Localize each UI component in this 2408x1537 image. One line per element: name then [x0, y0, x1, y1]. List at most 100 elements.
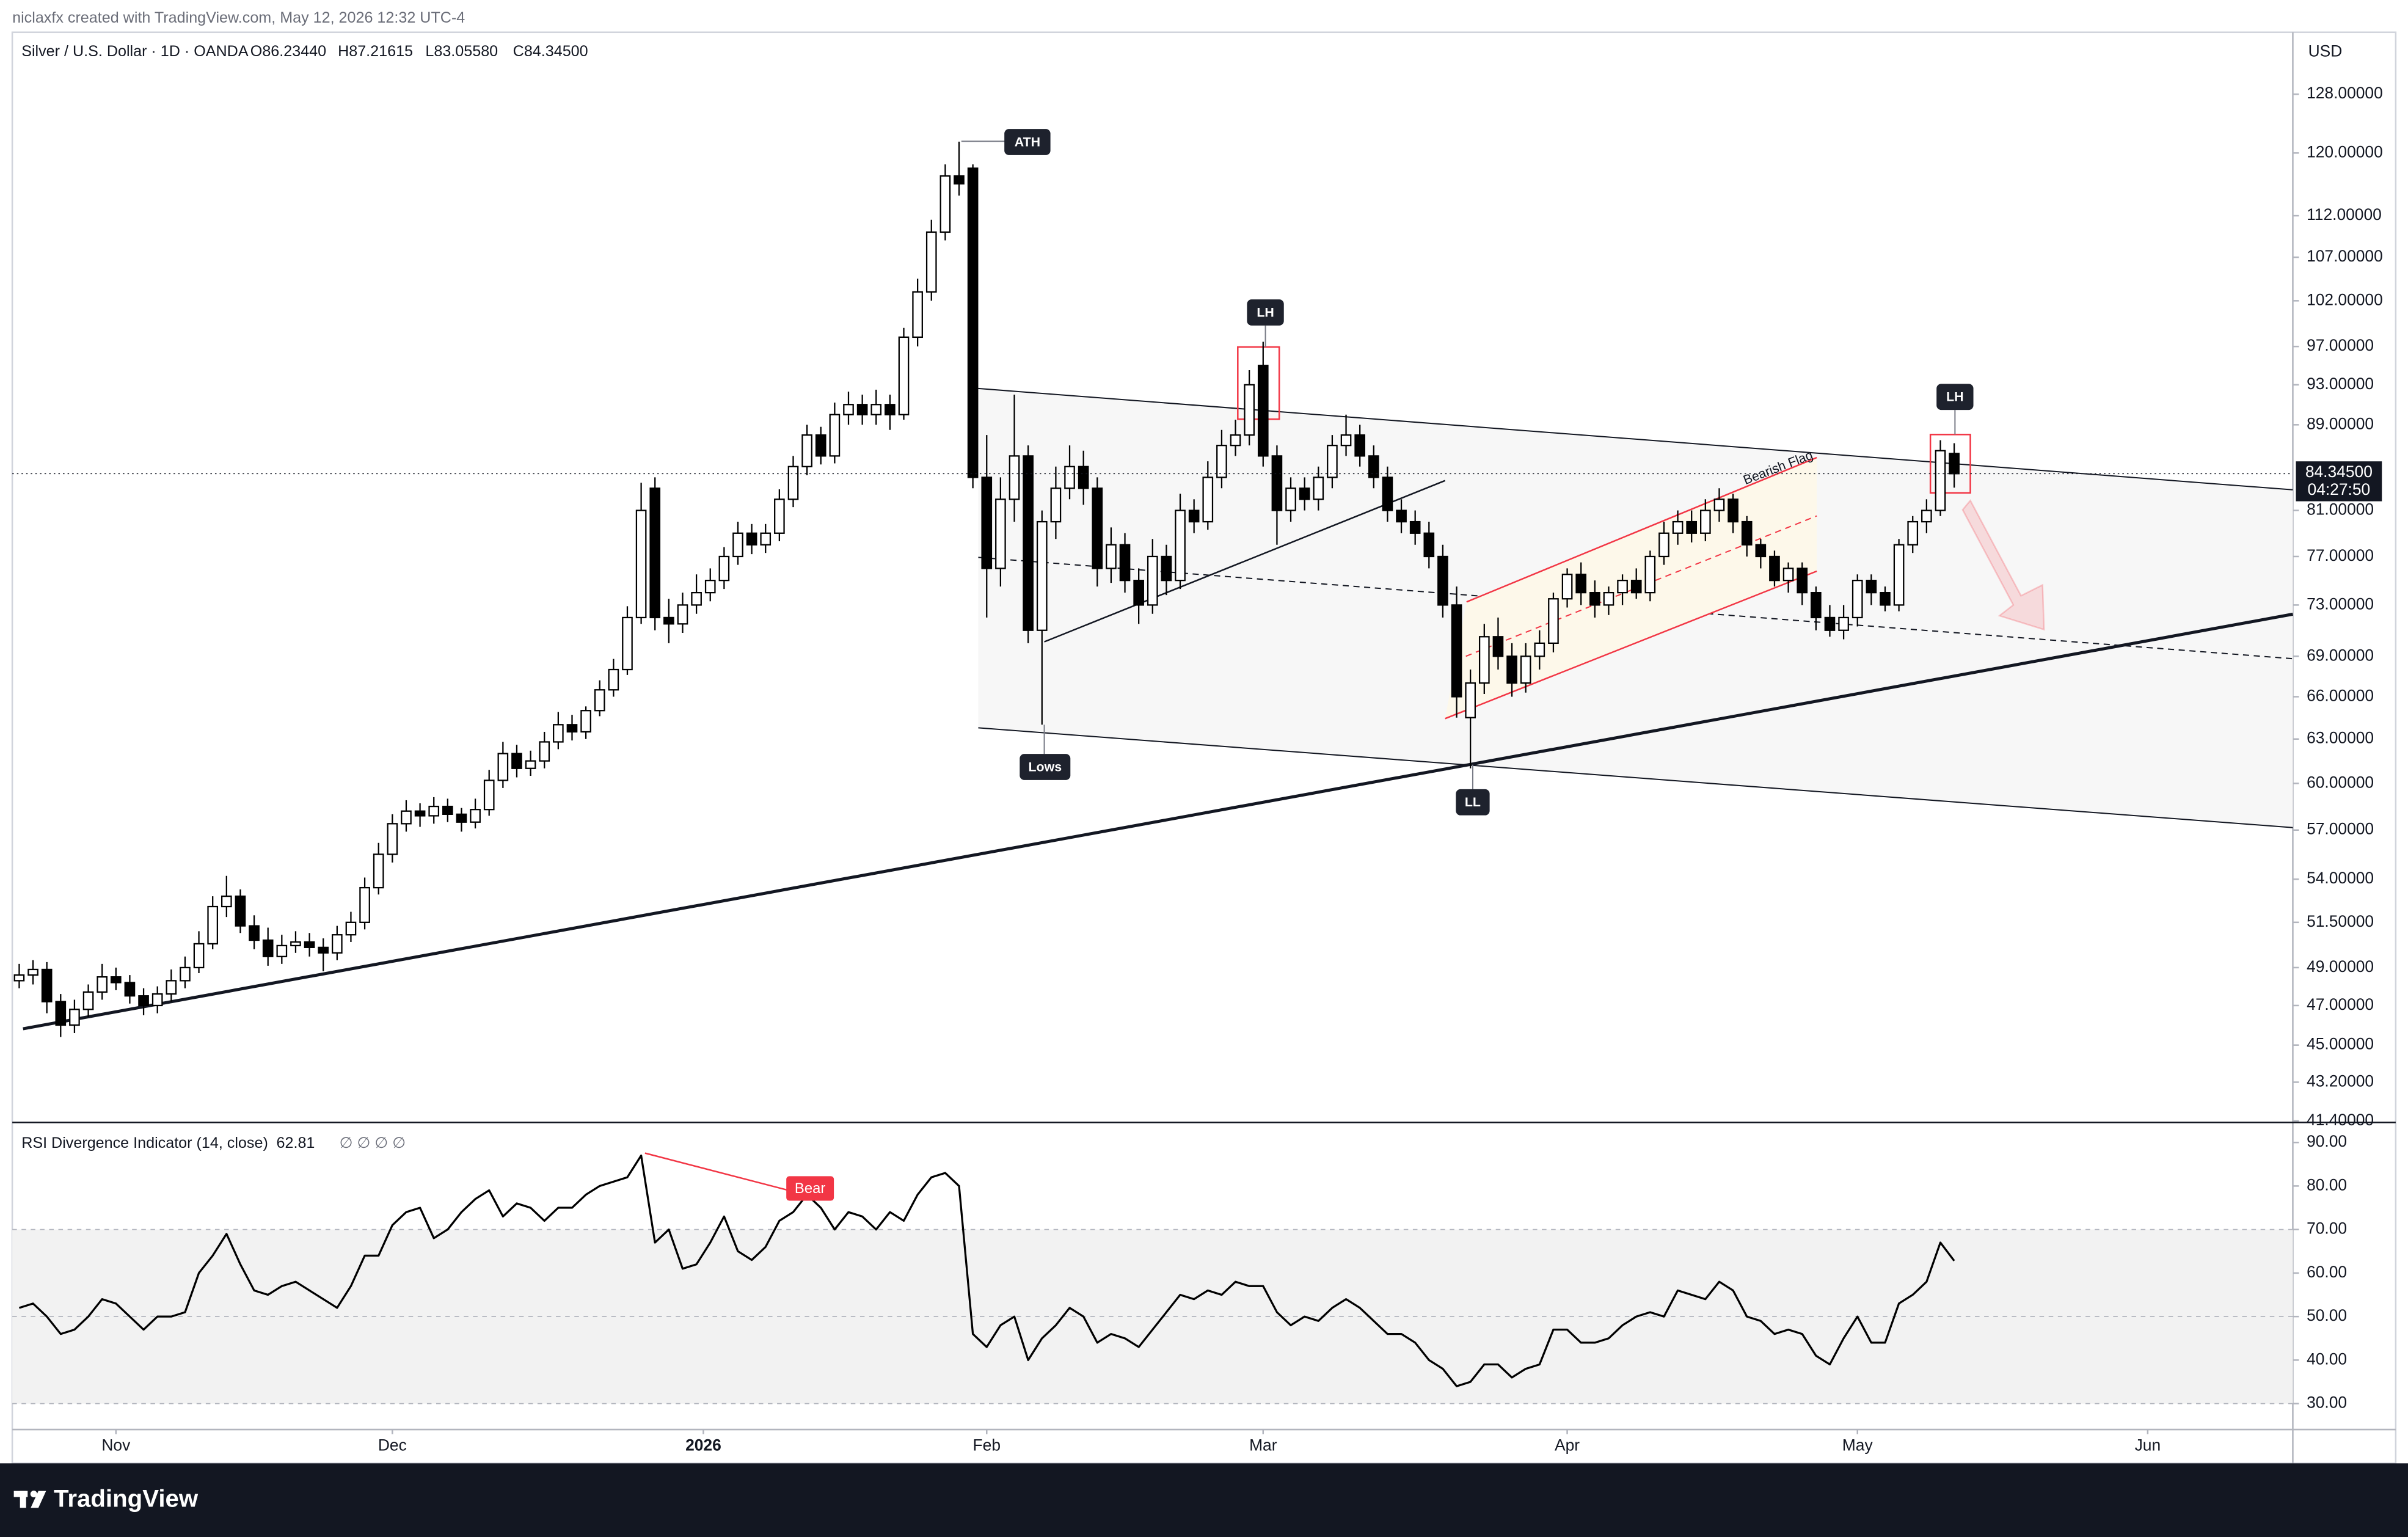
candle-body: [249, 925, 260, 941]
candle-body: [1064, 465, 1075, 489]
candle-body: [1866, 580, 1877, 594]
candle-body: [663, 616, 674, 625]
divergence-line: [644, 1152, 811, 1197]
y-tick-label: 54.00000: [2307, 869, 2374, 887]
candle-body: [1465, 682, 1476, 718]
candle-body: [1437, 555, 1448, 606]
candle-body: [608, 668, 619, 691]
candle-body: [1782, 568, 1794, 582]
ohlc-low: L83.05580: [425, 43, 498, 60]
logo-part: [30, 1491, 37, 1498]
candle-body: [318, 946, 329, 954]
y-tick-label: 41.40000: [2307, 1111, 2374, 1129]
symbol-title: Silver / U.S. Dollar · 1D · OANDA: [21, 43, 249, 60]
candle-body: [815, 434, 826, 457]
candle-body: [898, 336, 910, 415]
y-tick-label: 97.00000: [2307, 336, 2374, 354]
rising-line: [1044, 480, 1446, 643]
candle-body: [304, 941, 315, 948]
candle-body: [1741, 520, 1753, 546]
candle-body: [1561, 574, 1573, 600]
candle-body: [1244, 384, 1255, 436]
candle-body: [1133, 580, 1144, 606]
candle-body: [235, 895, 246, 927]
candle-body: [1340, 434, 1352, 447]
candle-body: [1713, 498, 1725, 511]
flag-top: [1466, 456, 1817, 603]
candle-body: [1617, 580, 1628, 594]
candle-body: [1409, 520, 1421, 534]
y-tick-label: 90.00: [2307, 1132, 2347, 1150]
candle-body: [525, 760, 536, 769]
ohlc-close: C84.34500: [513, 43, 588, 60]
candle-body: [1907, 520, 1919, 546]
candle-body: [262, 939, 274, 957]
candle-body: [1700, 509, 1711, 534]
candle-body: [1299, 487, 1310, 500]
trend-line: [23, 612, 2293, 1031]
candle-body: [1575, 574, 1587, 594]
tag-label: Lows: [1028, 759, 1062, 774]
candle-body: [1797, 568, 1808, 594]
candle-body: [1036, 520, 1048, 631]
rsi-line: [18, 1154, 1955, 1387]
candle-body: [401, 810, 412, 825]
candle-body: [1285, 487, 1296, 511]
candle-body: [622, 616, 633, 671]
candle-body: [373, 853, 384, 889]
candle-body: [1769, 555, 1780, 582]
candle-body: [1216, 445, 1227, 478]
y-tick-label: 93.00000: [2307, 374, 2374, 393]
y-tick-label: 120.00000: [2307, 142, 2383, 161]
x-tick-label: Dec: [378, 1436, 407, 1455]
candle-body: [594, 689, 605, 712]
candle-body: [1451, 604, 1462, 698]
y-tick-label: 57.00000: [2307, 820, 2374, 838]
candle-body: [1672, 520, 1684, 534]
candle-body: [760, 532, 772, 546]
ohlc-high: H87.21615: [338, 43, 413, 60]
y-tick-label: 70.00: [2307, 1219, 2347, 1238]
x-tick-label: Mar: [1249, 1436, 1277, 1455]
candle-body: [704, 580, 716, 594]
candle-body: [1548, 598, 1559, 644]
marks: 128.00000 120.00000 112.00000 107.00000 102.…: [12, 84, 2383, 1455]
countdown-label: 04:27:50: [2308, 480, 2371, 498]
candle-body: [1852, 580, 1863, 619]
bear-box: [786, 1176, 834, 1201]
candle-body: [41, 968, 53, 1002]
y-tick-label: 81.00000: [2307, 500, 2374, 519]
candle-body: [221, 895, 232, 908]
candle-body: [276, 944, 288, 957]
tag-box: [1004, 129, 1051, 155]
candle-body: [1119, 544, 1131, 582]
y-tick-label: 50.00: [2307, 1306, 2347, 1324]
x-tick-label: Jun: [2135, 1436, 2161, 1455]
candle-body: [1271, 455, 1283, 511]
candle-body: [1893, 544, 1905, 606]
bear-label: Bear: [795, 1180, 825, 1197]
x-tick-label: 2026: [685, 1436, 721, 1455]
candle-body: [774, 498, 785, 534]
tag-box: [1936, 384, 1974, 411]
y-tick-label: 45.00000: [2307, 1035, 2374, 1053]
candle-body: [801, 434, 812, 467]
tag-box: [1247, 299, 1284, 326]
candle-body: [1949, 453, 1960, 475]
candle-body: [1354, 434, 1365, 457]
candle-body: [1078, 465, 1089, 489]
candle-body: [843, 404, 854, 415]
x-tick-label: Nov: [101, 1436, 131, 1455]
candle-body: [1202, 476, 1214, 523]
candle-body: [1257, 365, 1269, 457]
y-tick-label: 49.00000: [2307, 957, 2374, 976]
last-price-label: 84.34500: [2305, 462, 2373, 481]
candle-body: [428, 805, 440, 817]
frame: [11, 31, 2397, 1464]
y-tick-label: 51.50000: [2307, 912, 2374, 930]
candle-body: [511, 753, 522, 769]
candle-body: [649, 487, 661, 619]
candle-body: [1880, 592, 1891, 606]
y-tick-label: 60.00: [2307, 1263, 2347, 1281]
ohlc-open: O86.23440: [250, 43, 326, 60]
